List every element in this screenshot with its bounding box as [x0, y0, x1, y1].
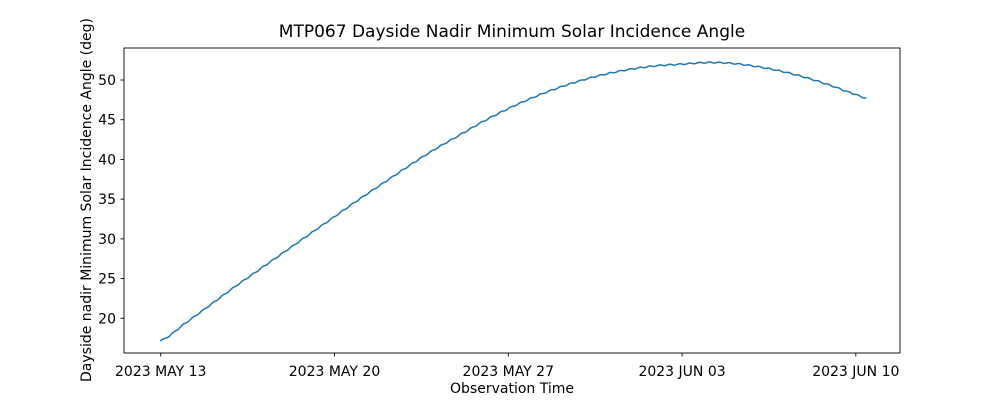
x-tick-label: 2023 MAY 13 [115, 364, 206, 380]
y-tick-label: 45 [98, 113, 116, 129]
chart-title: MTP067 Dayside Nadir Minimum Solar Incid… [278, 22, 746, 42]
x-tick-label: 2023 MAY 27 [463, 364, 554, 380]
x-tick-label: 2023 JUN 10 [812, 364, 899, 380]
axes-frame [123, 47, 901, 354]
y-tick-label: 50 [98, 73, 116, 89]
y-tick-label: 35 [98, 192, 116, 208]
y-tick-label: 30 [98, 232, 116, 248]
y-tick-label: 20 [98, 311, 116, 327]
x-axis-label: Observation Time [450, 381, 574, 397]
x-tick-label: 2023 JUN 03 [638, 364, 725, 380]
y-tick-label: 25 [98, 272, 116, 288]
data-line [159, 61, 867, 342]
x-tick-label: 2023 MAY 20 [289, 364, 380, 380]
y-tick-label: 40 [98, 152, 116, 168]
